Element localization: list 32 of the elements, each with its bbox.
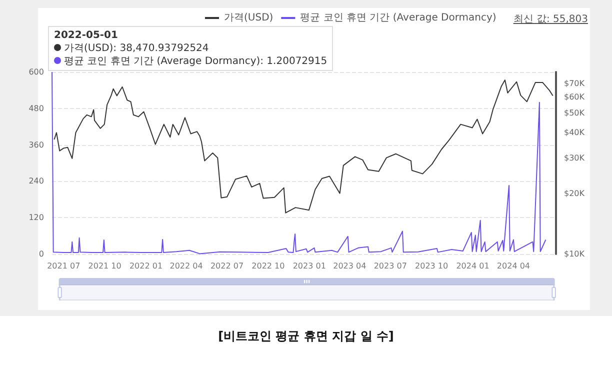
y-tick-label: 120 (28, 213, 44, 222)
x-tick-label: 2024 04 (496, 262, 530, 270)
y-tick-label: 240 (28, 176, 44, 186)
y2-tick-label: $70K (564, 79, 586, 88)
y-tick-label: 480 (28, 104, 44, 113)
legend-label: 평균 코인 휴면 기간 (Average Dormancy) (300, 12, 496, 24)
y2-tick-label: $50K (564, 108, 586, 118)
x-tick-label: 2022 01 (129, 262, 163, 270)
legend-label: 가격(USD) (224, 12, 274, 24)
y-tick-label: 0 (38, 250, 44, 258)
x-tick-label: 2021 10 (88, 262, 122, 270)
text: [비트코인 평균 휴면 지갑 일 수] (217, 328, 395, 345)
y2-tick-label: $30K (564, 153, 586, 162)
text: 2022-05-01 (54, 29, 119, 42)
x-tick-label: 2023 01 (292, 262, 326, 270)
y-tick-label: 360 (28, 140, 44, 150)
x-tick-label: 2021 07 (47, 262, 80, 270)
y-tick-label: 600 (28, 68, 44, 76)
x-tick-label: 2022 04 (170, 262, 203, 270)
x-tick-label: 2023 07 (374, 262, 407, 270)
y2-tick-label: $20K (564, 188, 586, 198)
y2-tick-label: $10K (564, 250, 586, 258)
text: 평균 코인 휴면 기간 (Average Dormancy): 1.20072915 (64, 56, 328, 67)
y2-tick-label: $60K (564, 92, 586, 102)
text: 가격(USD): 38,470.93792524 (64, 43, 209, 54)
x-tick-label: 2022 10 (252, 262, 285, 270)
x-tick-label: 2024 01 (456, 262, 490, 270)
x-tick-label: 2023 04 (333, 262, 366, 270)
x-tick-label: 2023 10 (415, 262, 448, 270)
x-tick-label: 2022 07 (210, 262, 244, 270)
y2-tick-label: $40K (564, 128, 586, 138)
text: 최신 값: 55,803 (513, 13, 588, 26)
